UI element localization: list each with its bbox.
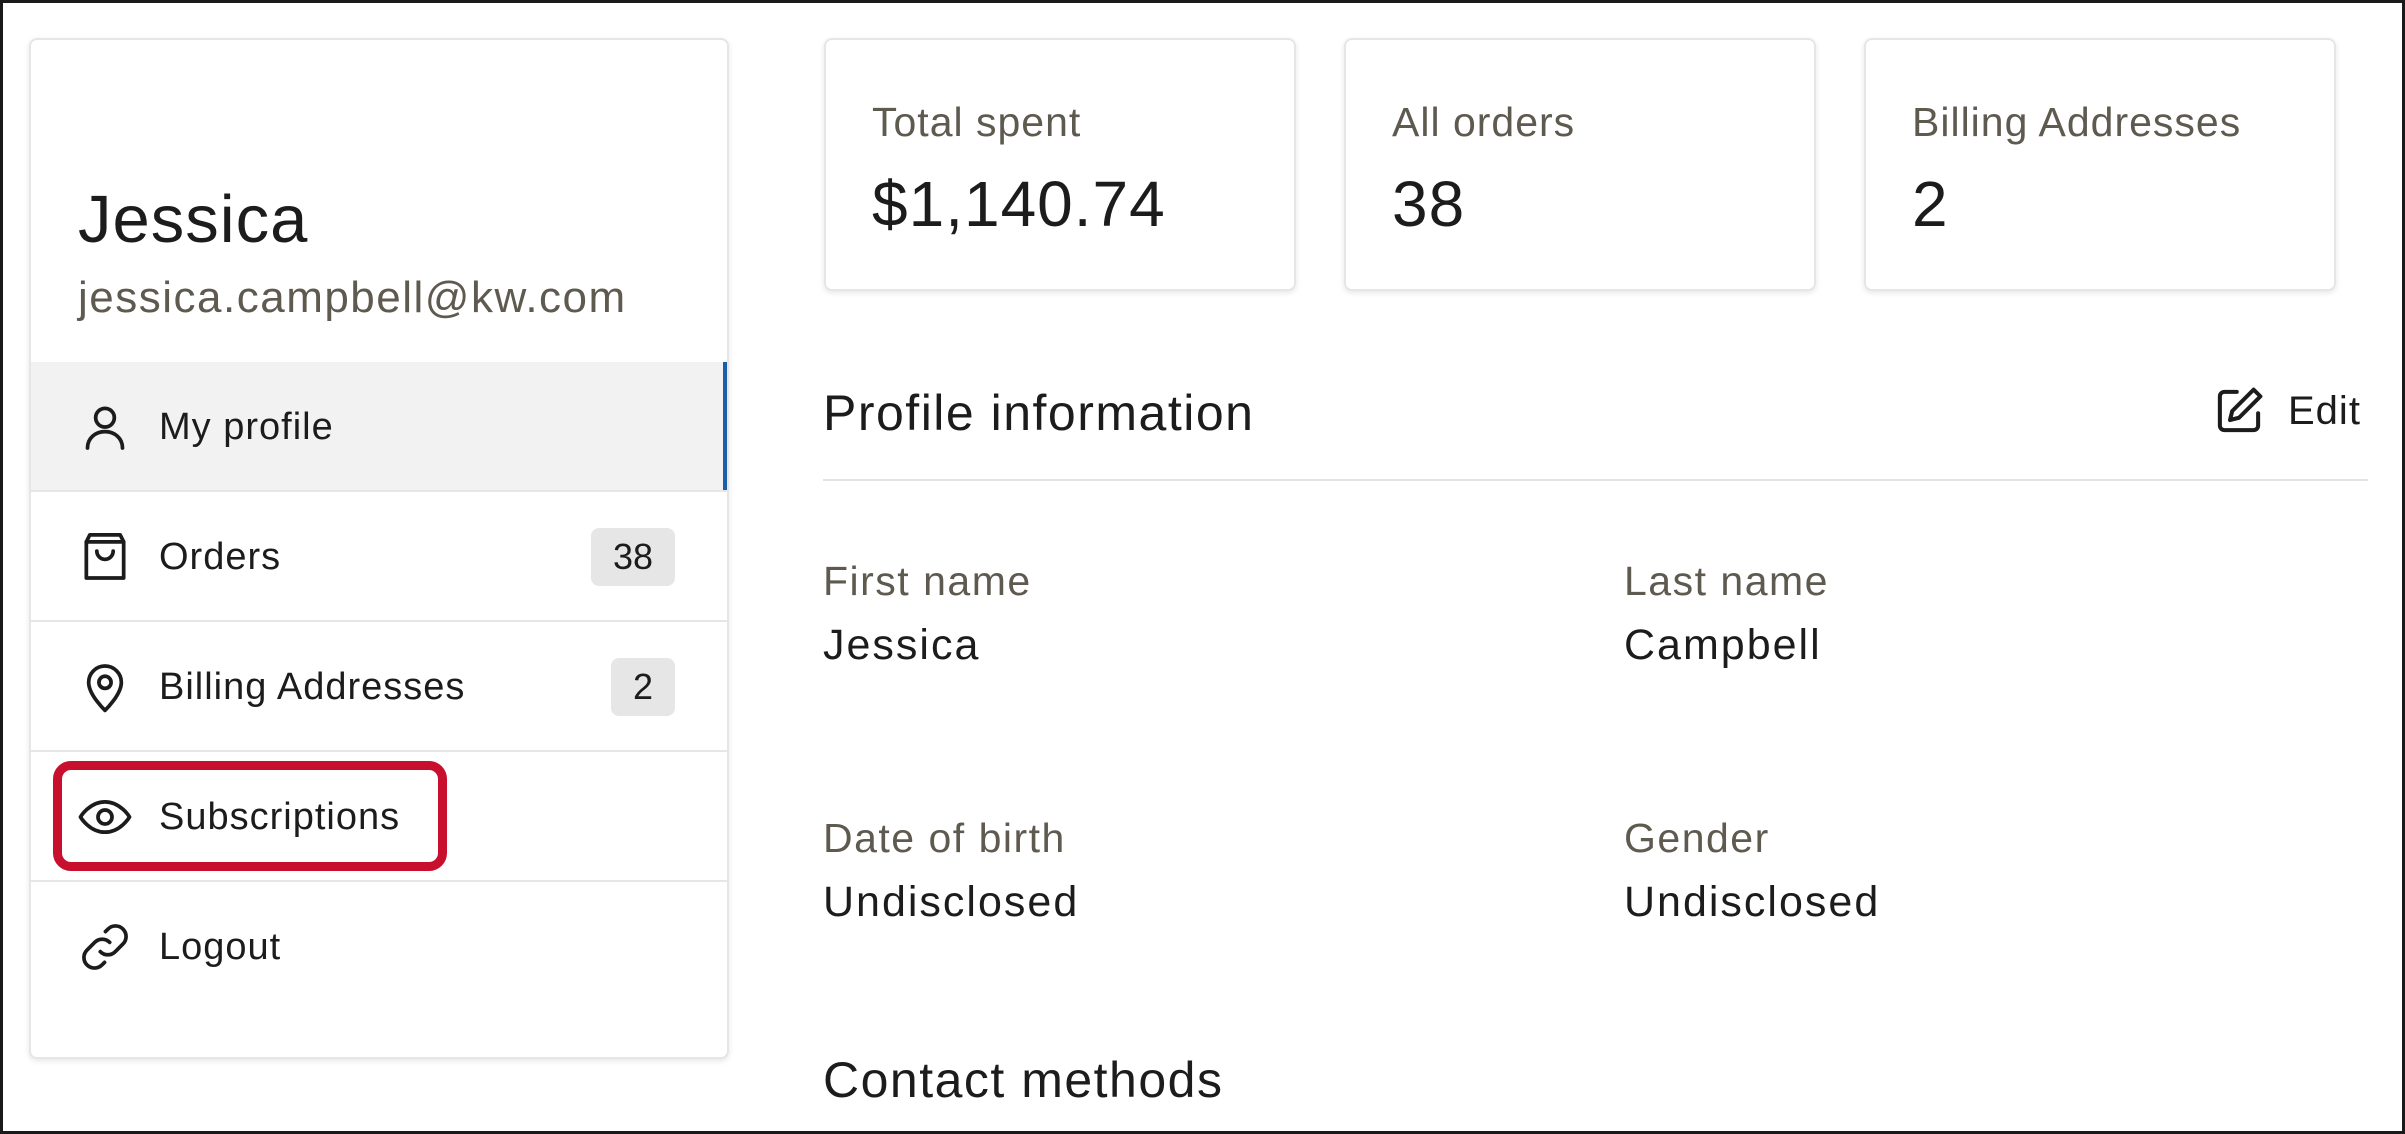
eye-icon (77, 789, 133, 845)
stat-label: All orders (1392, 99, 1576, 145)
edit-profile-button[interactable]: Edit (2212, 379, 2361, 443)
last-name-value: Campbell (1624, 621, 1822, 669)
gender-value: Undisclosed (1624, 878, 1881, 926)
stat-label: Billing Addresses (1912, 99, 2242, 145)
stat-value: 38 (1392, 168, 1466, 240)
last-name-label: Last name (1624, 558, 1829, 604)
edit-label: Edit (2288, 389, 2361, 433)
date-of-birth-value: Undisclosed (823, 878, 1080, 926)
nav-item-label: Subscriptions (159, 796, 401, 838)
orders-count-badge: 38 (590, 528, 675, 586)
account-nav: My profile Orders 38 (31, 362, 727, 1012)
stat-value: $1,140.74 (872, 168, 1166, 240)
gender-label: Gender (1624, 815, 1770, 861)
date-of-birth-label: Date of birth (823, 815, 1066, 861)
billing-addresses-count-badge: 2 (610, 658, 675, 716)
nav-item-label: Orders (159, 536, 282, 578)
user-name: Jessica (78, 182, 309, 257)
location-pin-icon (77, 659, 133, 715)
stat-label: Total spent (872, 99, 1082, 145)
user-email: jessica.campbell@kw.com (78, 273, 627, 322)
nav-item-my-profile[interactable]: My profile (31, 362, 727, 492)
account-sidebar: Jessica jessica.campbell@kw.com My profi… (29, 38, 729, 1059)
nav-item-label: Billing Addresses (159, 666, 466, 708)
edit-icon (2217, 387, 2263, 433)
nav-item-subscriptions[interactable]: Subscriptions (31, 752, 727, 882)
subscriptions-highlight (53, 761, 447, 871)
stat-card-total-spent: Total spent $1,140.74 (824, 38, 1296, 291)
link-icon (77, 919, 133, 975)
person-icon (77, 399, 133, 455)
profile-section-title: Profile information (823, 385, 1255, 441)
stat-card-billing-addresses: Billing Addresses 2 (1864, 38, 2336, 291)
nav-item-label: Logout (159, 926, 282, 968)
first-name-value: Jessica (823, 621, 981, 669)
first-name-label: First name (823, 558, 1032, 604)
stat-card-all-orders: All orders 38 (1344, 38, 1816, 291)
contact-methods-title: Contact methods (823, 1052, 1224, 1108)
nav-item-label: My profile (159, 406, 334, 448)
shopping-bag-icon (77, 529, 133, 585)
nav-item-billing-addresses[interactable]: Billing Addresses 2 (31, 622, 727, 752)
nav-item-orders[interactable]: Orders 38 (31, 492, 727, 622)
stat-value: 2 (1912, 168, 1949, 240)
nav-item-logout[interactable]: Logout (31, 882, 727, 1012)
section-divider (823, 479, 2368, 481)
